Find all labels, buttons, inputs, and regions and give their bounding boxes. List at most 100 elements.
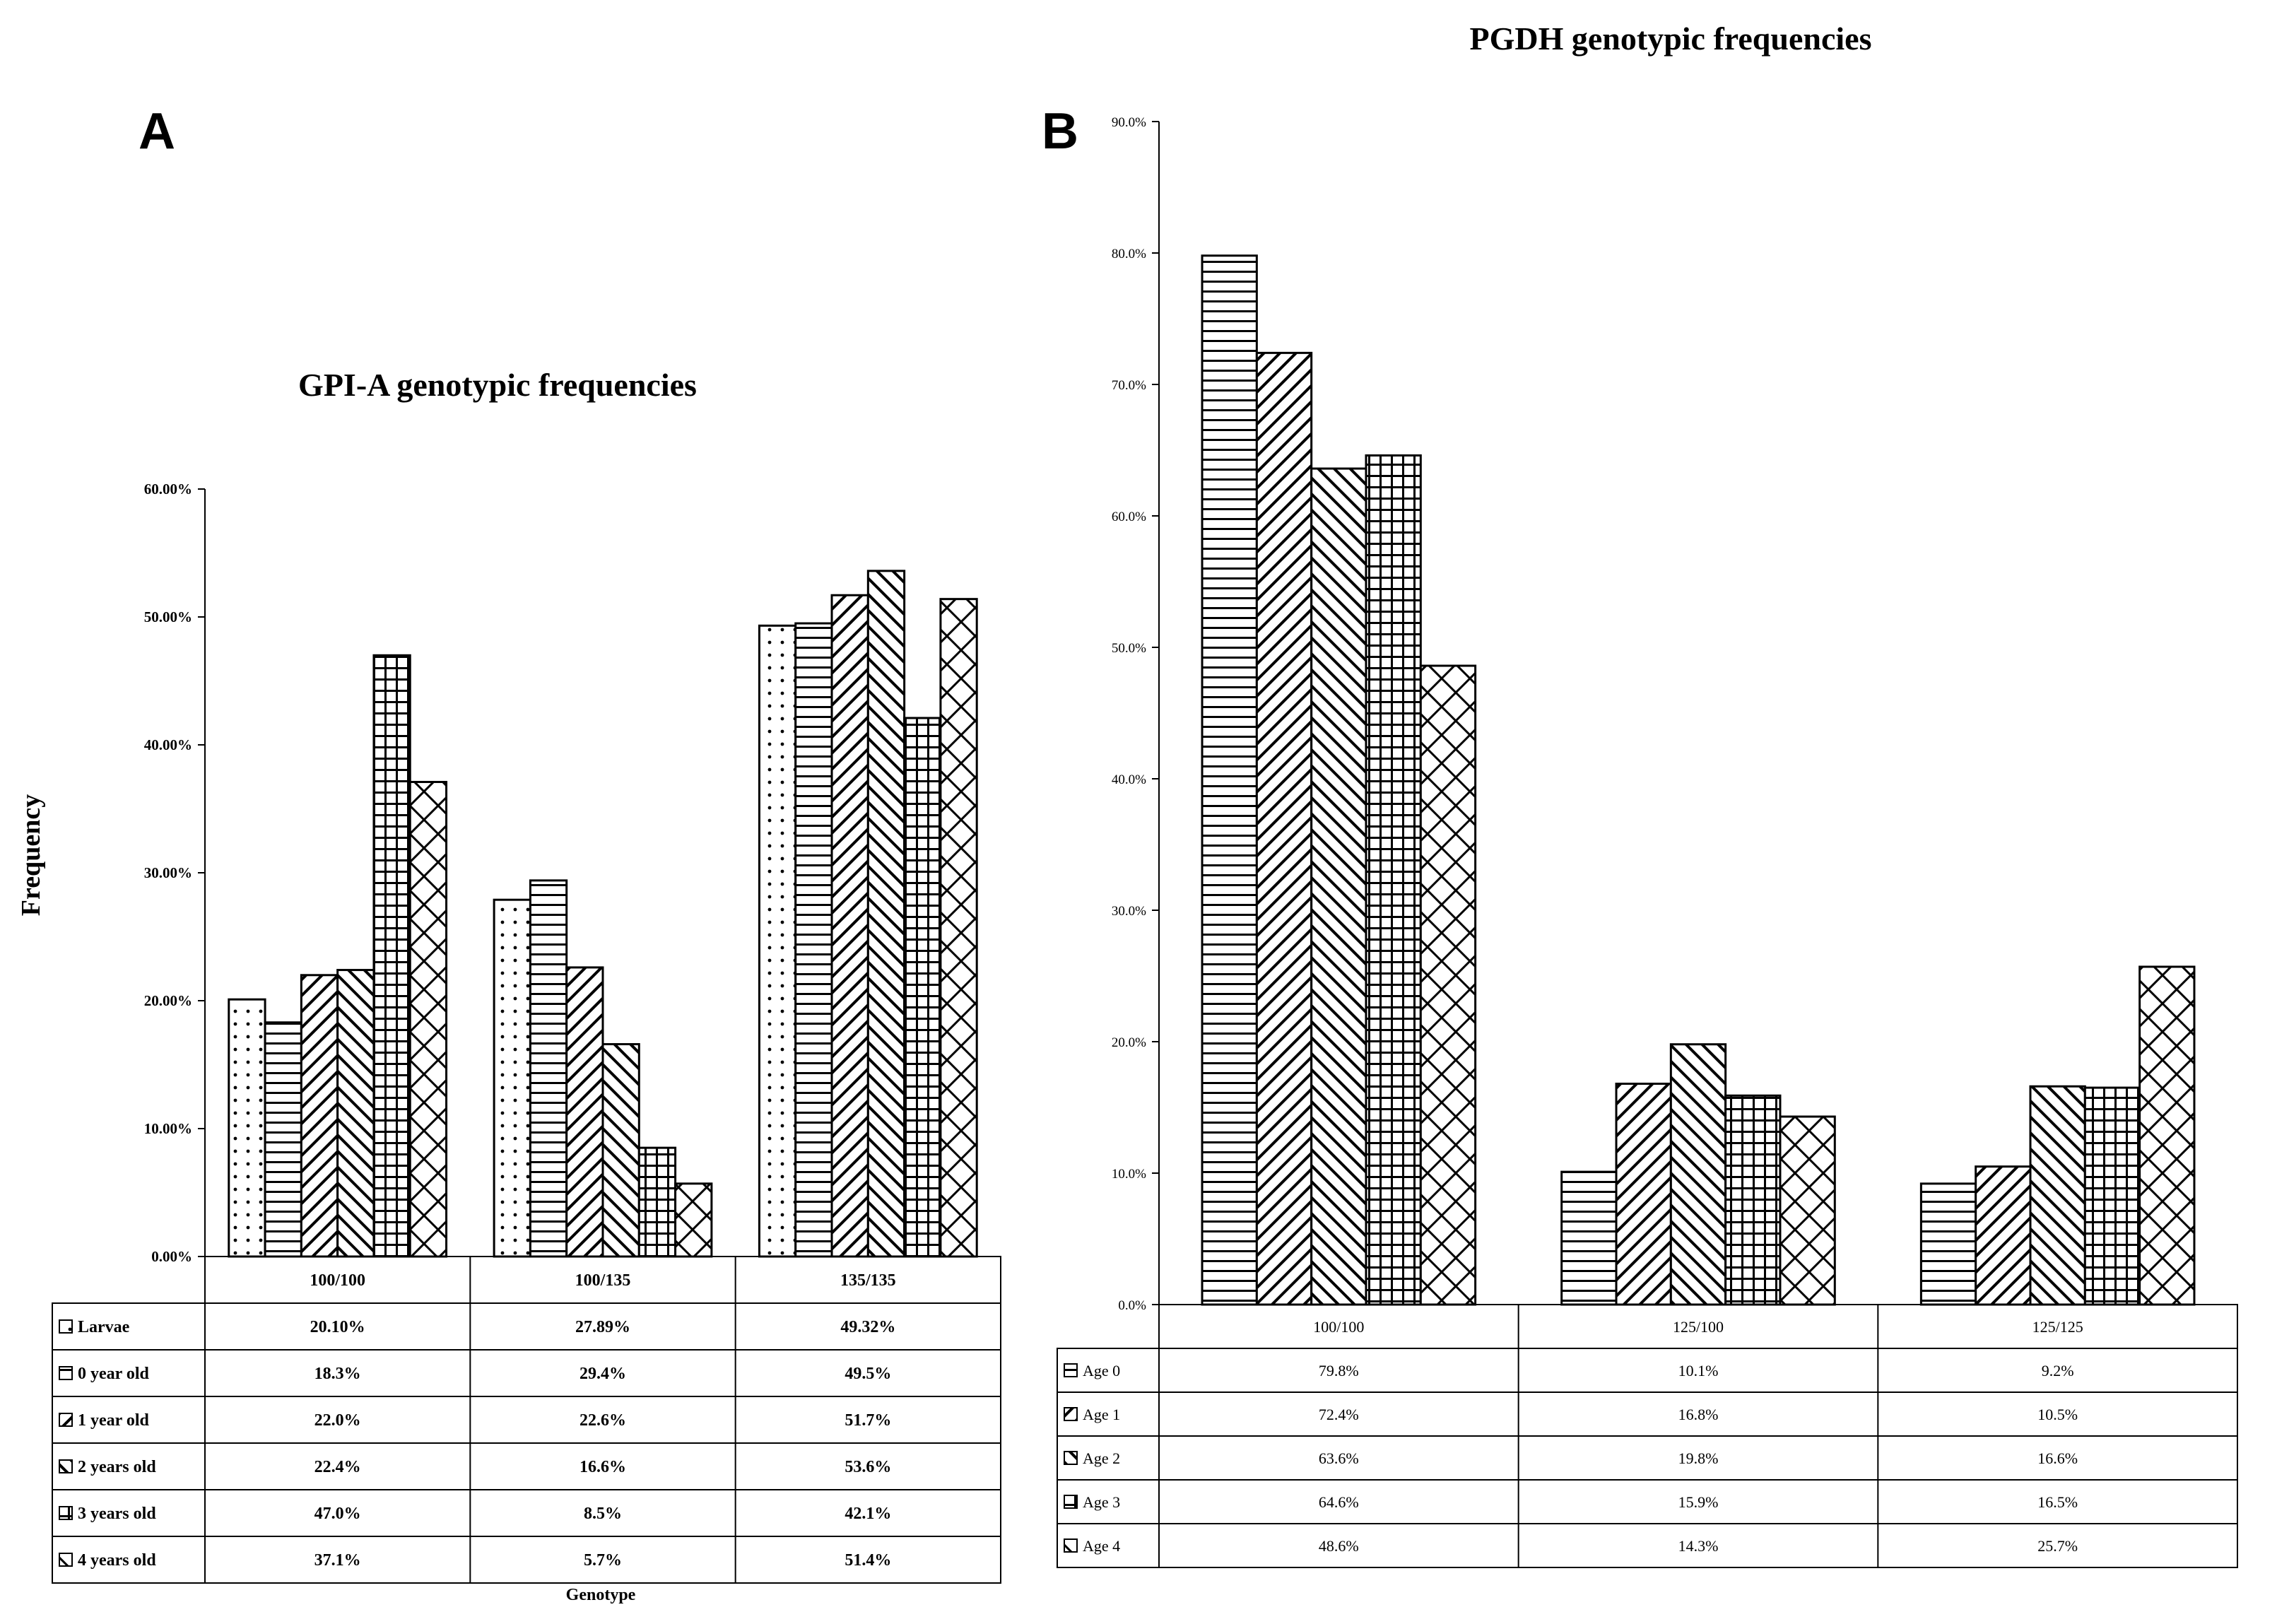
chart-b-bar: [2138, 965, 2196, 1306]
chart-b-category-label: 100/100: [1313, 1318, 1364, 1336]
chart-b-y-tick-label: 20.0%: [1112, 1035, 1146, 1050]
chart-b-y-tick-label: 70.0%: [1112, 378, 1146, 393]
chart-a-bar: [601, 1043, 640, 1258]
chart-a-legend-swatch: [59, 1459, 73, 1473]
chart-b-y-tick-label: 80.0%: [1112, 247, 1146, 261]
chart-b-bar: [1919, 1182, 1977, 1306]
chart-b-data-label: 16.5%: [2037, 1493, 2078, 1511]
chart-a-category-label: 100/100: [310, 1271, 365, 1290]
panel-b-letter: B: [1042, 103, 1078, 160]
chart-a-legend-swatch: [59, 1366, 73, 1380]
chart-a-data-label: 27.89%: [575, 1318, 630, 1336]
chart-a-bar: [565, 966, 604, 1258]
chart-b-data-label: 16.6%: [2037, 1449, 2078, 1467]
chart-a-legend-label: 2 years old: [78, 1458, 156, 1476]
chart-a-y-tick-label: 50.00%: [144, 608, 192, 625]
chart-a-data-label: 16.6%: [579, 1458, 626, 1476]
chart-a-legend-label: 4 years old: [78, 1551, 156, 1570]
chart-a-bar: [372, 654, 411, 1258]
chart-b-y-tick-label: 40.0%: [1112, 772, 1146, 787]
chart-a-data-label: 18.3%: [314, 1365, 361, 1383]
chart-a-data-label: 49.5%: [845, 1365, 891, 1383]
chart-b-bar: [1201, 254, 1258, 1306]
chart-a-category-label: 135/135: [840, 1271, 896, 1290]
chart-b-bar: [2083, 1086, 2141, 1306]
chart-b-legend-label: Age 4: [1083, 1537, 1120, 1555]
chart-b-legend-label: Age 1: [1083, 1406, 1120, 1423]
chart-b-data-label: 10.5%: [2037, 1406, 2078, 1423]
chart-b-bar: [2029, 1085, 2086, 1306]
chart-b-bar: [1975, 1165, 2032, 1306]
chart-a-data-label: 53.6%: [845, 1458, 891, 1476]
chart-a-data-label: 51.4%: [845, 1551, 891, 1570]
chart-b-y-tick-label: 50.0%: [1112, 641, 1146, 656]
chart-b-data-label: 64.6%: [1319, 1493, 1359, 1511]
chart-a-y-tick-label: 20.00%: [144, 992, 192, 1009]
chart-a-bar: [529, 879, 568, 1258]
chart-b-data-label: 9.2%: [2042, 1362, 2074, 1379]
chart-a-data-label: 51.7%: [845, 1411, 891, 1430]
chart-a-legend-swatch: [59, 1506, 73, 1520]
chart-a-data-label: 29.4%: [579, 1365, 626, 1383]
chart-b-title: PGDH genotypic frequencies: [1470, 20, 1872, 57]
chart-a-bar: [939, 598, 978, 1258]
chart-a-legend-swatch: [59, 1553, 73, 1567]
chart-a-y-tick-label: 10.00%: [144, 1120, 192, 1137]
chart-b-y-tick-label: 0.0%: [1118, 1298, 1146, 1313]
chart-a-bar: [300, 974, 339, 1258]
chart-a-data-label: 47.0%: [314, 1505, 361, 1523]
chart-b-legend-swatch: [1064, 1363, 1078, 1377]
chart-a-data-label: 49.32%: [840, 1318, 895, 1336]
chart-b-bar: [1669, 1043, 1727, 1306]
chart-a-y-tick-label: 0.00%: [151, 1248, 192, 1265]
chart-b-y-tick-label: 90.0%: [1112, 115, 1146, 130]
chart-a-bar: [794, 622, 833, 1258]
chart-a-y-tick-label: 30.00%: [144, 864, 192, 881]
chart-a-legend-label: 0 year old: [78, 1365, 150, 1383]
chart-a-xlabel: Genotype: [566, 1586, 636, 1604]
chart-b-y-tick-label: 10.0%: [1112, 1167, 1146, 1182]
chart-b-legend-label: Age 3: [1083, 1493, 1120, 1511]
chart-a-ylabel: Frequency: [16, 794, 46, 916]
chart-b-data-label: 72.4%: [1319, 1406, 1359, 1423]
chart-a-bar: [866, 570, 906, 1258]
chart-b-data-label: 14.3%: [1678, 1537, 1719, 1555]
chart-a-bar: [830, 594, 869, 1258]
chart-b-data-label: 79.8%: [1319, 1362, 1359, 1379]
chart-a-data-label: 22.6%: [579, 1411, 626, 1430]
chart-b-bar: [1560, 1170, 1618, 1306]
chart-a-bar: [493, 898, 531, 1258]
chart-b-bar: [1310, 467, 1367, 1306]
chart-b-y-tick-label: 30.0%: [1112, 904, 1146, 919]
chart-b-data-label: 48.6%: [1319, 1537, 1359, 1555]
chart-a: 0.00% 10.00% 20.00% 30.00% 40.00% 50.00% 60.00…: [52, 481, 1001, 1584]
chart-b-legend-swatch: [1064, 1538, 1078, 1553]
chart-b-data-label: 10.1%: [1678, 1362, 1719, 1379]
chart-b-category-label: 125/125: [2032, 1318, 2083, 1336]
chart-b-legend-label: Age 2: [1083, 1449, 1120, 1467]
chart-a-data-label: 22.0%: [314, 1411, 361, 1430]
chart-b-data-label: 15.9%: [1678, 1493, 1719, 1511]
chart-a-data-label: 22.4%: [314, 1458, 361, 1476]
chart-a-legend-label: 3 years old: [78, 1505, 156, 1523]
chart-a-category-label: 100/135: [575, 1271, 631, 1290]
chart-a-bar: [408, 780, 448, 1258]
chart-b-legend-label: Age 0: [1083, 1362, 1120, 1379]
chart-b-bar: [1615, 1083, 1672, 1306]
chart-b-bar: [1419, 664, 1477, 1306]
chart-b-legend-swatch: [1064, 1407, 1078, 1421]
chart-a-bar: [228, 998, 266, 1258]
chart-b-category-label: 125/100: [1673, 1318, 1724, 1336]
chart-a-legend-label: Larvae: [78, 1318, 130, 1336]
chart-a-bar: [336, 969, 375, 1258]
chart-a-data-label: 20.10%: [310, 1318, 365, 1336]
chart-a-bar: [903, 717, 942, 1258]
chart-b-legend-swatch: [1064, 1451, 1078, 1465]
chart-a-title: GPI-A genotypic frequencies: [298, 367, 697, 403]
chart-a-bar: [637, 1146, 677, 1258]
chart-a-bar: [264, 1021, 302, 1258]
chart-a-legend-swatch: [59, 1319, 73, 1334]
chart-a-y-tick-label: 40.00%: [144, 736, 192, 753]
chart-a-data-label: 5.7%: [584, 1551, 622, 1570]
